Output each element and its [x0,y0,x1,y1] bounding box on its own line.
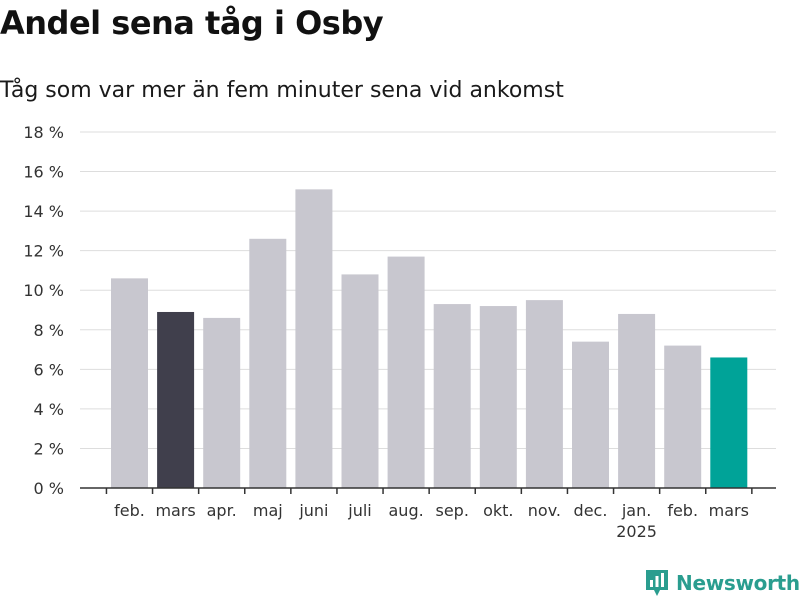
y-axis-ticks: 0 % 2 % 4 % 6 % 8 % 10 % 12 % 14 % 16 % 18 % [23,123,64,498]
bar [249,238,287,488]
bar [710,357,748,488]
x-tick-label: okt. [483,501,513,520]
y-tick-label: 0 % [34,479,64,498]
x-tick-label: mars [155,501,195,520]
x-axis-ticks: feb. mars apr. maj juni juli aug. sep. okt. nov. d… [114,501,749,541]
x-tick-label: juli [347,501,371,520]
y-tick-label: 6 % [34,360,64,379]
x-tick-label: dec. [574,501,608,520]
bar [111,278,148,488]
x-tick-label: feb. [114,501,145,520]
bar [479,306,517,488]
bar [387,256,425,488]
brand-name: Newsworthy [676,571,800,595]
bar [203,317,241,488]
x-tick-label: juni [298,501,328,520]
bar [433,304,471,488]
grid-lines [80,131,776,449]
y-tick-label: 4 % [34,400,64,419]
x-tick-label: apr. [207,501,237,520]
x-tick-label: sep. [435,501,468,520]
bar [295,189,333,488]
bar [341,274,379,488]
y-tick-label: 16 % [23,163,64,182]
x-tick-label: aug. [389,501,424,520]
x-tick-label: nov. [528,501,561,520]
brand: Newsworthy [644,568,800,598]
y-tick-label: 12 % [23,242,64,261]
bar [664,345,702,488]
x-tick-label: jan. [621,501,651,520]
x-year-label: 2025 [616,522,657,541]
x-tick-label: feb. [667,501,698,520]
y-tick-label: 2 % [34,439,64,458]
newsworthy-logo-icon [646,570,668,596]
x-tick-label: maj [253,501,283,520]
bar [572,341,609,488]
y-tick-label: 10 % [23,281,64,300]
bar [525,300,563,488]
chart-subtitle: Tåg som var mer än fem minuter sena vid … [0,78,564,103]
bar [157,311,195,488]
y-tick-label: 14 % [23,202,64,221]
bars [111,189,748,488]
x-axis [80,487,776,494]
bar [618,313,656,488]
y-tick-label: 18 % [23,123,64,142]
chart-title: Andel sena tåg i Osby [0,4,384,42]
y-tick-label: 8 % [34,321,64,340]
x-tick-label: mars [709,501,749,520]
